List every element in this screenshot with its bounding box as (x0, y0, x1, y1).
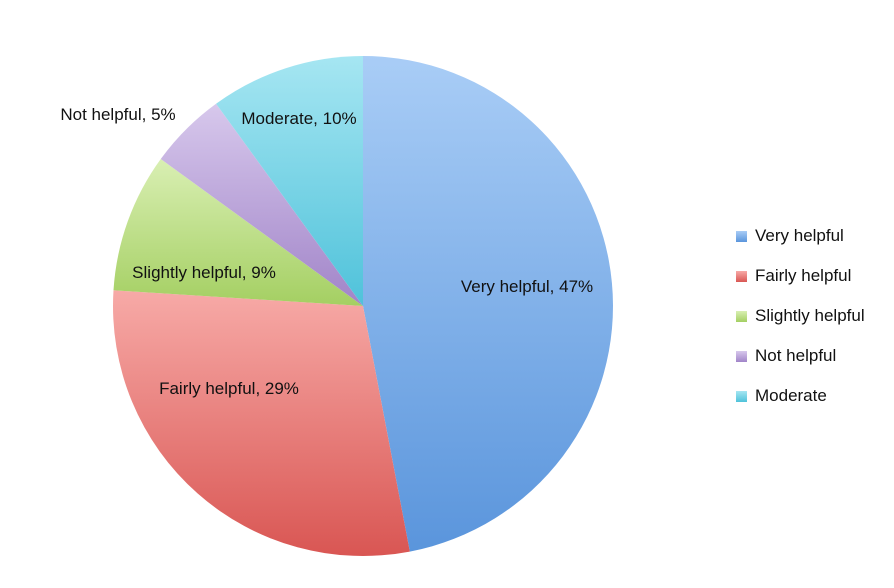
legend-swatch-very-helpful (736, 230, 747, 242)
legend-label-moderate: Moderate (755, 386, 827, 405)
pie-slice-slightly-helpful (113, 159, 364, 306)
legend-label-slightly-helpful: Slightly helpful (755, 306, 865, 325)
chart-legend: Very helpful Fairly helpful Slightly hel… (736, 216, 865, 416)
legend-label-not-helpful: Not helpful (755, 346, 837, 365)
legend-swatch-slightly-helpful (736, 310, 747, 322)
pie-slices (112, 56, 613, 556)
legend-item-not-helpful: Not helpful (736, 336, 865, 376)
legend-item-very-helpful: Very helpful (736, 216, 865, 256)
pie-slice-moderate (216, 56, 363, 306)
data-label-not-helpful: Not helpful, 5% (60, 105, 175, 124)
legend-swatch-moderate (736, 390, 747, 402)
pie-slice-fairly-helpful (112, 290, 410, 556)
data-label-fairly-helpful: Fairly helpful, 29% (159, 379, 299, 398)
legend-item-fairly-helpful: Fairly helpful (736, 256, 865, 296)
pie-slice-not-helpful (160, 103, 363, 306)
legend-item-moderate: Moderate (736, 376, 865, 416)
data-label-slightly-helpful: Slightly helpful, 9% (132, 263, 276, 282)
data-label-very-helpful: Very helpful, 47% (461, 277, 593, 296)
legend-label-very-helpful: Very helpful (755, 226, 844, 245)
pie-data-labels: Very helpful, 47% Fairly helpful, 29% Sl… (60, 105, 593, 398)
legend-swatch-fairly-helpful (736, 270, 747, 282)
legend-swatch-not-helpful (736, 350, 747, 362)
legend-item-slightly-helpful: Slightly helpful (736, 296, 865, 336)
legend-label-fairly-helpful: Fairly helpful (755, 266, 852, 285)
pie-slice-very-helpful (363, 56, 613, 552)
data-label-moderate: Moderate, 10% (241, 109, 356, 128)
